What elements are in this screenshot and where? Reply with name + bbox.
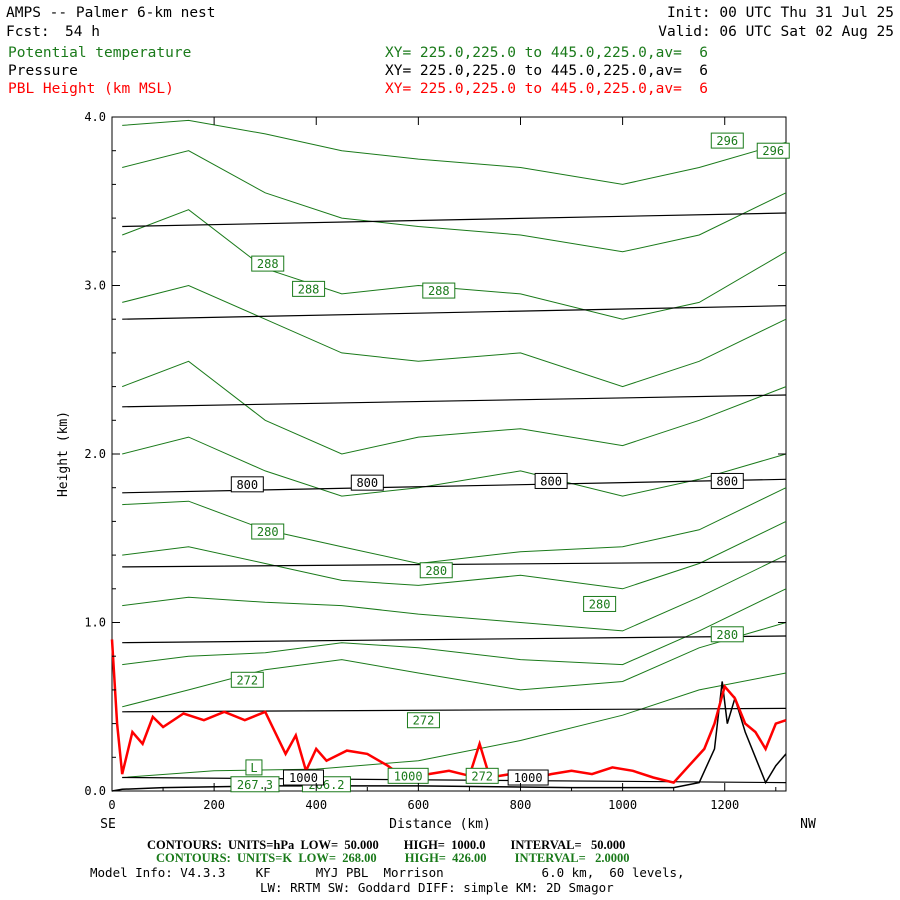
x-tick-label: 1200 [710,798,739,812]
theta-contour-label-box [387,767,429,784]
pressure-contour-label-box [534,472,568,489]
pressure-contour-label-box [282,769,324,786]
theta-contour-line [122,436,787,497]
theta-contour-label: 272 [471,769,493,783]
pressure-contour-label-box [230,476,264,493]
theta-contour-line [122,487,787,565]
chart-title: AMPS -- Palmer 6-km nest [6,5,216,21]
x-axis-label: Distance (km) [389,817,491,832]
theta-contour-label-box [710,132,744,149]
theta-contour-label-box [465,767,499,784]
y-tick-label: 2.0 [84,447,106,461]
physics-info: LW: RRTM SW: Goddard DIFF: simple KM: 2D… [260,880,614,895]
x-tick-label: 400 [305,798,327,812]
y-tick-label: 0.0 [84,784,106,798]
pbl-height-line [110,639,787,784]
theta-contour-label-box [230,776,280,793]
theta-contour-label: 288 [428,284,450,298]
terrain-line [111,681,787,792]
theta-contour-line [122,588,787,666]
theta-contour-line [122,622,787,708]
theta-contour-label-box [251,523,285,540]
theta-contour-label-box [230,671,264,688]
y-tick-label: 4.0 [84,110,106,124]
left-end-label: SE [100,817,116,832]
theta-contour-label-box [251,255,285,272]
field-xy-pbl: XY= 225.0,225.0 to 445.0,225.0,av= 6 [385,81,709,97]
theta-contour-label: 280 [257,525,279,539]
pressure-isobar-line [122,212,787,228]
theta-contour-label-box [583,595,617,612]
theta-contour-label-box [710,626,744,643]
pressure-isobar-line [122,635,787,644]
theta-contour-label: 296 [716,134,738,148]
field-name-pressure: Pressure [8,63,78,79]
pressure-contour-label-box [507,769,549,786]
x-tick-label: 800 [510,798,532,812]
theta-contour-label: 280 [425,564,447,578]
field-xy-theta: XY= 225.0,225.0 to 445.0,225.0,av= 6 [385,45,709,61]
pressure-contour-label-box [710,472,744,489]
field-xy-pressure: XY= 225.0,225.0 to 445.0,225.0,av= 6 [385,63,709,79]
y-tick-label: 3.0 [84,279,106,293]
plot-frame [111,116,787,792]
field-name-pbl: PBL Height (km MSL) [8,81,174,97]
theta-contour-label: 288 [257,257,279,271]
theta-contour-label: 280 [716,628,738,642]
right-end-label: NW [800,817,816,832]
theta-contour-label-box [419,562,453,579]
valid-time: Valid: 06 UTC Sat 02 Aug 25 [658,24,894,40]
model-info: Model Info: V4.3.3 KF MYJ PBL Morrison 6… [90,865,685,880]
theta-contour-label-box [292,280,326,297]
theta-contour-line [122,520,787,590]
x-tick-label: 200 [203,798,225,812]
pressure-contour-label: 800 [540,474,562,488]
forecast-label: Fcst: [6,24,50,40]
forecast-value: 54 h [65,24,100,40]
y-axis-label: Height (km) [56,411,71,497]
theta-contour-label: 272 [413,714,435,728]
theta-contour-label-box [406,712,440,729]
theta-contour-line [122,150,787,253]
init-time: Init: 00 UTC Thu 31 Jul 25 [667,5,894,21]
x-tick-label: 600 [408,798,430,812]
theta-contour-line [122,554,787,632]
theta-contour-label: L [250,761,257,775]
pressure-isobar-line [122,561,787,568]
pressure-isobar-line [122,707,787,713]
pressure-contour-label: 1000 [514,771,543,785]
theta-contour-label: 280 [589,597,611,611]
theta-contour-label-box [422,282,456,299]
theta-contour-label: 288 [298,282,320,296]
theta-contour-label-box [245,759,263,776]
theta-contour-info: CONTOURS: UNITS=K LOW= 268.00 HIGH= 426.… [156,851,630,865]
pressure-contour-label-box [350,474,384,491]
theta-contour-line [122,119,787,185]
theta-contour-label: 296 [762,144,784,158]
pressure-isobar-line [122,394,787,408]
x-tick-label: 1000 [608,798,637,812]
y-tick-label: 1.0 [84,616,106,630]
theta-contour-line [122,672,787,778]
pressure-isobar-line [122,776,787,784]
theta-contour-line [122,360,787,455]
pressure-contour-info: CONTOURS: UNITS=hPa LOW= 50.000 HIGH= 10… [147,838,626,852]
theta-contour-label-box [756,142,790,159]
theta-contour-line [122,284,787,388]
theta-contour-line [122,209,787,320]
pressure-contour-label: 800 [236,478,258,492]
theta-contour-label: 272 [236,673,258,687]
theta-contour-label: 1000 [394,769,423,783]
pressure-contour-label: 1000 [289,771,318,785]
pressure-isobar-line [122,305,787,320]
field-name-theta: Potential temperature [8,45,192,61]
pressure-contour-label: 800 [356,476,378,490]
theta-contour-label: 267.3 [237,778,273,792]
pressure-contour-label: 800 [716,474,738,488]
x-tick-label: 0 [108,798,115,812]
